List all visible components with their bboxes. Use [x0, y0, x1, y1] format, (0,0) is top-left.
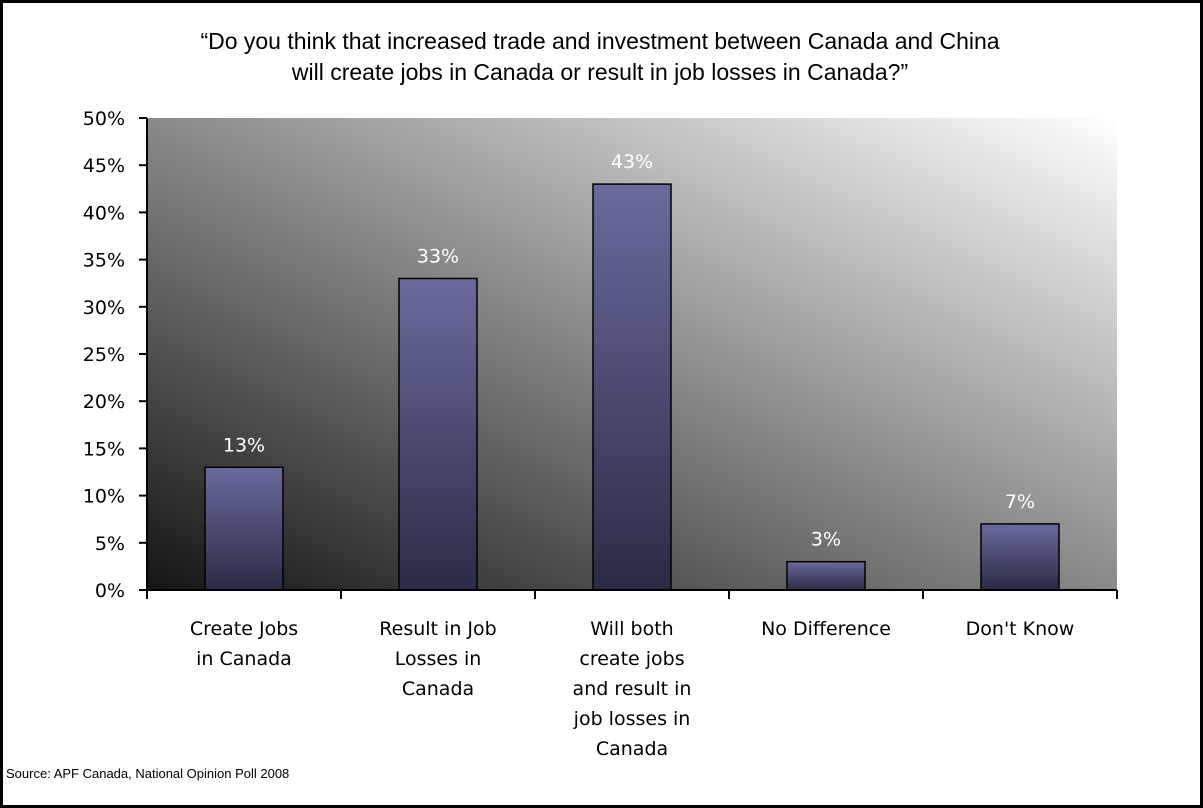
- bar-value-label-4: 7%: [1005, 491, 1035, 513]
- y-tick-label-9: 45%: [83, 155, 125, 177]
- x-category-label-4: Don't Know: [966, 618, 1075, 640]
- x-category-label-1-line-0: Result in Job: [379, 618, 496, 640]
- y-tick-label-2: 10%: [83, 486, 125, 508]
- x-category-label-0: Create Jobs in Canada: [190, 618, 298, 670]
- y-tick-label-7: 35%: [83, 250, 125, 272]
- x-category-label-0-line-1: in Canada: [196, 648, 292, 670]
- x-category-label-1-line-1: Losses in: [395, 648, 482, 670]
- bar-value-label-3: 3%: [811, 529, 841, 551]
- x-category-label-1-line-2: Canada: [402, 678, 474, 700]
- chart-title-line-2: will create jobs in Canada or result in …: [291, 59, 909, 85]
- y-tick-label-6: 30%: [83, 297, 125, 319]
- y-tick-label-3: 15%: [83, 438, 125, 460]
- bar-3: [786, 560, 866, 591]
- chart-title-line-1: “Do you think that increased trade and i…: [200, 28, 1000, 54]
- x-category-label-4-line-0: Don't Know: [966, 618, 1075, 640]
- bar-value-label-1: 33%: [417, 245, 459, 267]
- bar-value-label-0: 13%: [223, 434, 265, 456]
- y-tick-label-0: 0%: [95, 580, 125, 602]
- x-category-label-2-line-1: create jobs: [579, 648, 684, 670]
- x-category-label-3-line-0: No Difference: [761, 618, 891, 640]
- x-category-label-1: Result in Job Losses in Canada: [379, 618, 496, 700]
- y-tick-label-8: 40%: [83, 202, 125, 224]
- x-category-label-2-line-3: job losses in: [573, 708, 691, 730]
- x-category-label-2-line-4: Canada: [596, 738, 668, 760]
- bar-1: [398, 277, 478, 591]
- x-category-label-0-line-0: Create Jobs: [190, 618, 298, 640]
- x-category-label-2-line-2: and result in: [573, 678, 692, 700]
- y-tick-label-4: 20%: [83, 391, 125, 413]
- x-category-label-3: No Difference: [761, 618, 891, 640]
- x-category-label-2: Will both create jobs and result in job los…: [573, 618, 692, 760]
- chart-title: “Do you think that increased trade and i…: [40, 26, 1160, 88]
- bar-2: [592, 183, 672, 591]
- bar-4: [980, 523, 1060, 591]
- x-category-label-2-line-0: Will both: [590, 618, 673, 640]
- source-note: Source: APF Canada, National Opinion Pol…: [6, 766, 290, 781]
- y-tick-label-10: 50%: [83, 108, 125, 130]
- bar-value-label-2: 43%: [611, 151, 653, 173]
- bar-0: [204, 466, 284, 591]
- y-tick-label-1: 5%: [95, 533, 125, 555]
- y-tick-label-5: 25%: [83, 344, 125, 366]
